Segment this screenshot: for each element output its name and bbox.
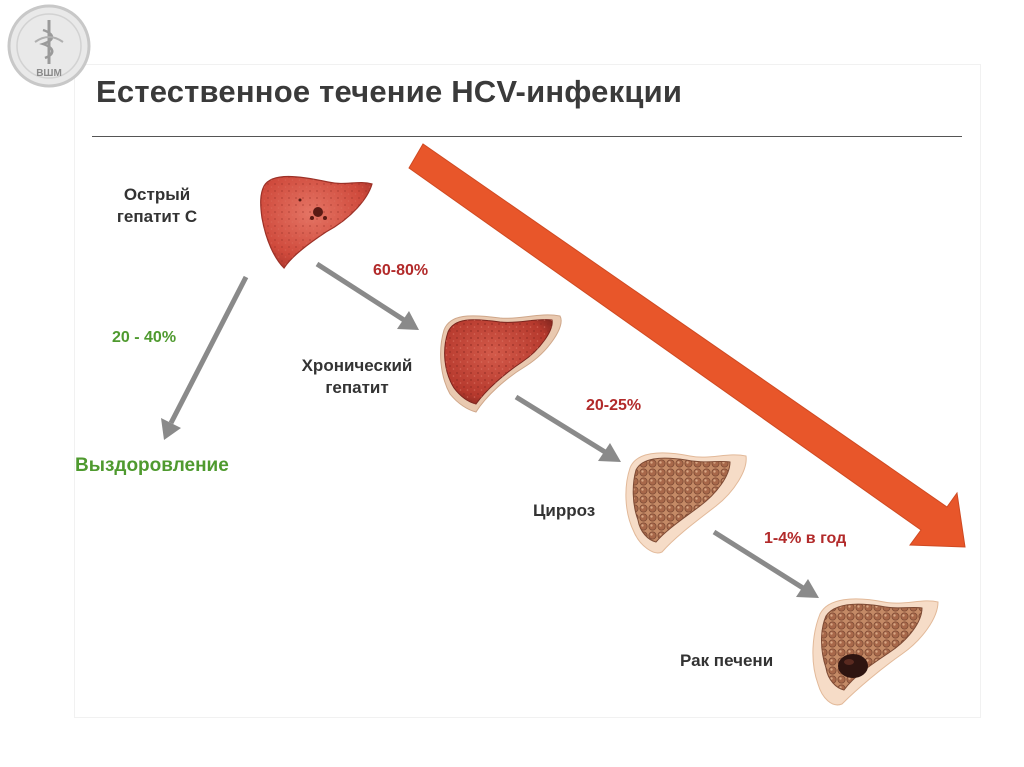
logo-text: ВШМ — [36, 68, 62, 79]
page-title: Естественное течение HCV-инфекции — [96, 74, 683, 109]
pct-cirrhosis-to-cancer: 1-4% в год — [764, 530, 847, 547]
stage-chronic-line2: гепатит — [325, 378, 389, 397]
liver-acute-icon — [260, 175, 373, 269]
stage-acute-line2: гепатит С — [116, 207, 198, 226]
liver-cancer-icon — [812, 598, 939, 706]
arrow-acute-to-recovery — [168, 275, 249, 425]
pct-chronic-to-cirrhosis: 20-25% — [586, 397, 642, 414]
stage-cirrhosis-label: Цирроз — [533, 501, 596, 520]
stage-cancer-label: Рак печени — [680, 651, 774, 670]
liver-cirrhosis-icon — [625, 452, 747, 554]
pct-acute-to-chronic: 60-80% — [373, 262, 429, 279]
recovery-label: Выздоровление — [75, 455, 229, 476]
liver-chronic-icon — [440, 314, 562, 413]
timeline-arrow — [408, 143, 966, 548]
stage-chronic-line1: Хронический — [301, 356, 413, 375]
gray-arrows — [161, 261, 819, 598]
arrow-cirrhosis-to-cancer — [712, 529, 805, 591]
arrow-acute-to-chronic — [315, 261, 406, 323]
pct-acute-to-recovery: 20 - 40% — [112, 329, 177, 346]
stage-chronic-label: Хронический гепатит — [282, 355, 432, 399]
stage-acute-line1: Острый — [123, 185, 191, 204]
stage-acute-label: Острый гепатит С — [102, 184, 212, 228]
school-logo: ВШМ — [7, 4, 91, 88]
title-divider — [92, 136, 962, 137]
arrow-chronic-to-cirrhosis — [514, 394, 607, 455]
